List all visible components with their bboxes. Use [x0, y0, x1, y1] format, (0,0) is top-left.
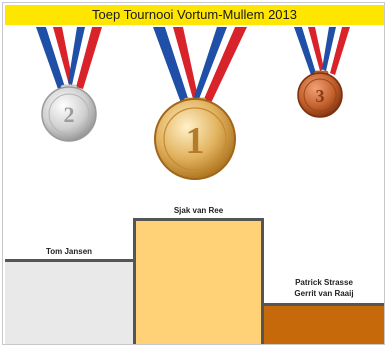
bronze-medal-rank: 3 [316, 86, 325, 106]
podium-graphic: Toep Tournooi Vortum-Mullem 2013 [2, 2, 385, 345]
medals-illustration: 2 1 [36, 27, 350, 180]
silver-medal-disc [41, 86, 97, 142]
title: Toep Tournooi Vortum-Mullem 2013 [92, 7, 297, 22]
silver-medal-ribbon [36, 27, 102, 93]
bronze-medal: 3 [294, 27, 350, 118]
second-place-name: Tom Jansen [45, 247, 93, 256]
silver-medal: 2 [36, 27, 102, 142]
bronze-medal-ribbon [294, 27, 350, 78]
silver-medal-rank: 2 [64, 102, 75, 127]
gold-medal: 1 [153, 27, 247, 180]
podium-step-third [264, 303, 384, 344]
third-place-name-2: Gerrit van Raaij [294, 289, 354, 298]
first-place-name: Sjak van Ree [173, 206, 224, 215]
gold-medal-rank: 1 [186, 120, 205, 162]
podium-step-first [133, 218, 264, 344]
third-place-name-1: Patrick Strasse [295, 278, 353, 287]
third-place-names: Patrick Strasse Gerrit van Raaij [264, 277, 384, 299]
gold-medal-disc [154, 98, 236, 180]
podium-step-second [5, 259, 133, 344]
title-banner: Toep Tournooi Vortum-Mullem 2013 [5, 5, 384, 25]
gold-medal-ribbon [153, 27, 247, 108]
